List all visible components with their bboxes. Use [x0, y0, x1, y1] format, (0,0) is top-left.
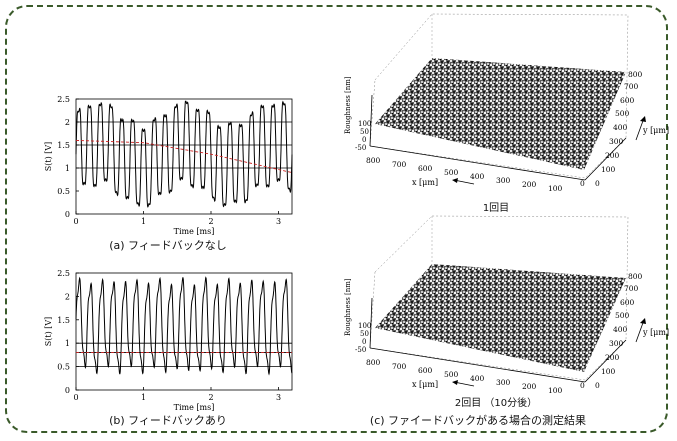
- y-label-1: y [μm]: [642, 126, 669, 135]
- z-tick-2-3: -50: [355, 346, 366, 354]
- svg-text:600: 600: [620, 96, 635, 105]
- y-tick-label: 0: [65, 386, 70, 395]
- z-tick-1-1: 50: [360, 128, 369, 136]
- x-axis-label: Time [ms]: [174, 227, 215, 236]
- y-tick-label: 1: [65, 339, 70, 348]
- svg-text:800: 800: [628, 272, 643, 281]
- x-tick-label: 2: [208, 217, 213, 226]
- svg-text:700: 700: [624, 284, 639, 293]
- svg-text:500: 500: [444, 370, 459, 379]
- svg-text:300: 300: [496, 176, 511, 185]
- signal-line: [75, 276, 293, 376]
- svg-text:800: 800: [366, 156, 381, 165]
- y-tick-label: 2: [65, 292, 70, 301]
- svg-text:500: 500: [615, 109, 630, 118]
- svg-text:100: 100: [601, 367, 616, 376]
- svg-text:100: 100: [548, 184, 563, 193]
- svg-text:200: 200: [605, 353, 620, 362]
- svg-text:400: 400: [613, 123, 628, 132]
- figure-frame: [5, 5, 668, 433]
- svg-text:600: 600: [418, 366, 433, 375]
- z-tick-1-0: 100: [358, 120, 371, 128]
- svg-text:700: 700: [392, 362, 407, 371]
- x-tick-label: 1: [141, 217, 146, 226]
- svg-text:200: 200: [605, 151, 620, 160]
- surface-caption-2: 2回目 （10分後）: [455, 396, 537, 409]
- svg-text:800: 800: [366, 358, 381, 367]
- svg-text:700: 700: [624, 82, 639, 91]
- svg-text:0: 0: [595, 381, 600, 390]
- y-tick-label: 2.5: [57, 95, 70, 104]
- x-tick-label: 3: [276, 393, 281, 402]
- svg-text:400: 400: [470, 172, 485, 181]
- svg-text:100: 100: [548, 386, 563, 395]
- surface-2-mesh: [375, 264, 626, 372]
- x-label-1: x [μm]: [412, 178, 438, 187]
- y-tick-label: 1: [65, 164, 70, 173]
- y-tick-label: 0.5: [57, 363, 70, 372]
- chart-a: 0 0.5 1 1.5 2 2.5 0 1 2 3 Time [ms] S(t) [V]: [44, 95, 293, 236]
- svg-text:200: 200: [522, 180, 537, 189]
- y-tick-label: 2.5: [57, 269, 70, 278]
- svg-text:400: 400: [470, 374, 485, 383]
- surface-caption-1: 1回目: [483, 202, 509, 214]
- surface-1-mesh: [375, 58, 626, 170]
- svg-text:200: 200: [522, 382, 537, 391]
- z-tick-2-2: 0: [362, 338, 366, 346]
- y-arrow-1: [635, 117, 645, 141]
- svg-text:400: 400: [613, 325, 628, 334]
- svg-text:600: 600: [620, 298, 635, 307]
- svg-text:600: 600: [418, 164, 433, 173]
- caption-b: (b) フィードバックあり: [109, 414, 227, 427]
- y-tick-label: 1.5: [57, 316, 70, 325]
- y-tick-label: 0: [65, 210, 70, 219]
- y-tick-label: 2: [65, 118, 70, 127]
- z-tick-1-2: 0: [362, 136, 366, 144]
- z-tick-2-0: 100: [358, 322, 371, 330]
- y-arrow-2: [635, 319, 645, 343]
- caption-a: (a) フィードバックなし: [109, 239, 227, 252]
- x-tick-label: 2: [208, 393, 213, 402]
- x-axis-label: Time [ms]: [174, 403, 215, 412]
- y-axis-label: S(t) [V]: [44, 317, 53, 347]
- svg-text:500: 500: [615, 311, 630, 320]
- surface-plot-2: Roughness [nm] 100 50 0 -50 800 700 600 …: [344, 215, 669, 409]
- svg-text:700: 700: [392, 160, 407, 169]
- caption-c: (c) ファイードバックがある場合の測定結果: [370, 413, 586, 427]
- svg-text:0: 0: [580, 179, 585, 188]
- svg-text:0: 0: [595, 179, 600, 188]
- baseline-line: [75, 139, 293, 174]
- y-tick-label: 1.5: [57, 141, 70, 150]
- svg-text:100: 100: [601, 165, 616, 174]
- chart-b: 0 0.5 1 1.5 2 2.5 0 1 2 3 Time [ms] S(t) [V]: [44, 269, 293, 412]
- z-tick-2-1: 50: [360, 330, 369, 338]
- y-tick-label: 0.5: [57, 187, 70, 196]
- y-ticks-1: 0 100 200 300 400 500 600 700 800: [595, 70, 643, 188]
- z-label-2: Roughness [nm]: [344, 278, 352, 336]
- x-tick-label: 0: [73, 217, 78, 226]
- x-tick-label: 3: [276, 217, 281, 226]
- surface-plot-1: Roughness [nm] 100 50 0 -50 800 700 600 …: [344, 13, 669, 214]
- svg-text:300: 300: [496, 378, 511, 387]
- y-label-2: y [μm]: [642, 328, 669, 337]
- svg-text:300: 300: [609, 339, 624, 348]
- svg-text:0: 0: [580, 381, 585, 390]
- svg-text:800: 800: [628, 70, 643, 79]
- svg-text:500: 500: [444, 168, 459, 177]
- x-ticks-2: 800 700 600 500 400 300 200 100 0: [366, 358, 585, 395]
- x-tick-label: 0: [73, 393, 78, 402]
- x-ticks-1: 800 700 600 500 400 300 200 100 0: [366, 156, 585, 193]
- y-ticks-2: 0 100 200 300 400 500 600 700 800: [595, 272, 643, 390]
- x-tick-label: 1: [141, 393, 146, 402]
- plot-frame: [75, 272, 293, 391]
- y-axis-label: S(t) [V]: [44, 142, 53, 172]
- z-tick-1-3: -50: [355, 144, 366, 152]
- signal-line: [75, 100, 293, 208]
- z-label-1: Roughness [nm]: [344, 76, 352, 134]
- x-label-2: x [μm]: [412, 380, 438, 389]
- svg-text:300: 300: [609, 137, 624, 146]
